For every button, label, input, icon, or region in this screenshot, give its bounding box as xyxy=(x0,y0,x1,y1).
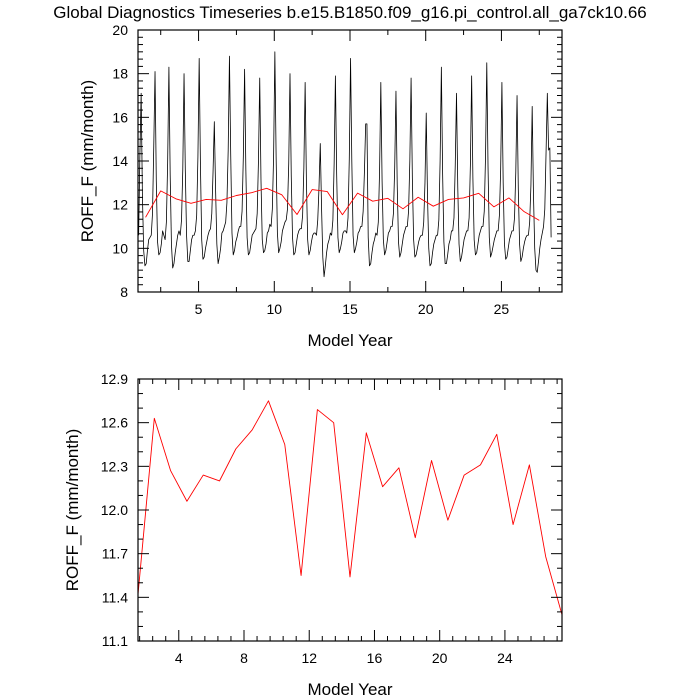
y-tick-label: 16 xyxy=(112,109,128,125)
x-tick-label: 20 xyxy=(432,650,448,666)
y-tick-label: 12.6 xyxy=(101,415,128,431)
y-tick-label: 12.3 xyxy=(101,458,128,474)
y-axis-label: ROFF_F (mm/month) xyxy=(78,80,97,242)
annual-mean-line xyxy=(138,400,562,615)
y-tick-label: 20 xyxy=(112,22,128,38)
y-tick-label: 11.7 xyxy=(102,546,128,562)
series-group xyxy=(138,51,552,278)
monthly-timeseries-plot: 5 10 15 20 25 8 10 12 14 16 18 20 Model Year ROFF_F (… xyxy=(78,22,563,350)
x-axis-label: Model Year xyxy=(307,331,392,350)
x-tick-label: 10 xyxy=(266,301,282,317)
y-tick-label: 12.9 xyxy=(101,371,128,387)
y-tick-label: 14 xyxy=(112,153,128,169)
x-tick-label: 8 xyxy=(240,650,248,666)
x-tick-label: 5 xyxy=(195,301,203,317)
y-tick-label: 11.4 xyxy=(102,589,128,605)
x-tick-label: 12 xyxy=(301,650,317,666)
figure-title: Global Diagnostics Timeseries b.e15.B185… xyxy=(53,3,647,22)
y-tick-label: 8 xyxy=(120,284,128,300)
series-group xyxy=(138,400,562,615)
monthly-series-line xyxy=(138,51,552,278)
plot-frame xyxy=(137,29,563,293)
x-tick-label: 20 xyxy=(418,301,434,317)
x-tick-label: 25 xyxy=(494,301,510,317)
y-tick-label: 18 xyxy=(112,66,128,82)
x-tick-label: 15 xyxy=(342,301,358,317)
y-tick-label: 12 xyxy=(112,197,128,213)
y-tick-label: 11.1 xyxy=(102,633,128,649)
x-axis-label: Model Year xyxy=(307,680,392,699)
annual-mean-line xyxy=(145,187,540,221)
y-tick-label: 10 xyxy=(112,240,128,256)
y-axis-label: ROFF_F (mm/month) xyxy=(63,429,82,591)
x-tick-label: 24 xyxy=(497,650,513,666)
x-tick-label: 16 xyxy=(367,650,383,666)
y-tick-label: 12.0 xyxy=(101,502,128,518)
annual-mean-plot: 4 8 12 16 20 24 11.1 11.4 11.7 12.0 12.3 12.6 12.9 Mo… xyxy=(63,371,563,699)
x-tick-label: 4 xyxy=(175,650,183,666)
plot-frame xyxy=(137,378,563,642)
